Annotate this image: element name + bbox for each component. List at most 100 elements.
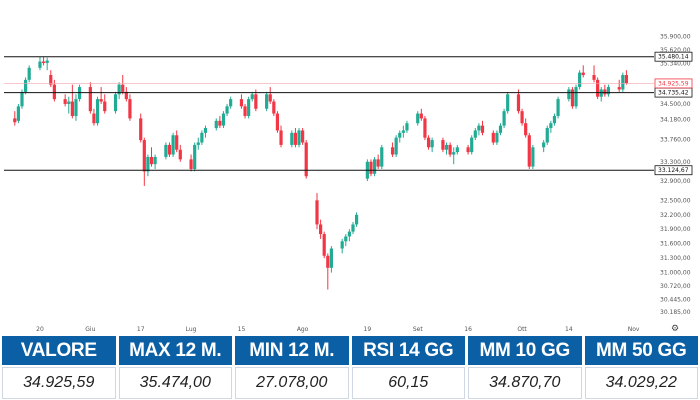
y-tick-label: 31.000,00 <box>660 270 691 277</box>
candle <box>444 142 449 155</box>
x-tick-label: 15 <box>238 326 246 333</box>
candle <box>322 231 326 259</box>
candle <box>95 96 100 126</box>
candle <box>250 91 254 102</box>
chart-settings-icon[interactable]: ⚙ <box>671 324 679 334</box>
candle <box>347 229 351 242</box>
candle <box>498 123 503 136</box>
candle <box>290 130 294 148</box>
stats-table: VALORE 34.925,59 MAX 12 M. 35.474,00 MIN… <box>2 336 698 399</box>
candle <box>495 130 499 145</box>
candle-body <box>113 94 118 112</box>
candle-body <box>49 75 53 85</box>
y-axis-ticks: 35.900,00 35.620,00 35.340,00 34.500,00 34.1… <box>660 33 691 315</box>
candle <box>405 120 409 133</box>
candle <box>340 238 344 254</box>
candle-body <box>142 140 146 172</box>
candle <box>247 96 251 119</box>
y-tick-label: 30.445,00 <box>660 296 691 303</box>
candle <box>419 108 423 121</box>
candle-body <box>524 123 528 136</box>
candle-body <box>171 135 175 155</box>
candle-body <box>297 130 301 145</box>
candle-body <box>99 99 103 102</box>
stat-header: MIN 12 M. <box>235 336 349 365</box>
candle-body <box>275 113 280 131</box>
candle-body <box>52 84 56 100</box>
candle <box>506 91 510 114</box>
candle <box>275 111 280 133</box>
x-tick-label: Ott <box>517 326 527 333</box>
candle-body <box>63 99 67 104</box>
candle <box>578 70 582 90</box>
candle-body <box>329 248 333 268</box>
stat-min-12m: MIN 12 M. 27.078,00 <box>235 336 349 399</box>
candle-body <box>574 87 578 107</box>
candle-body <box>326 255 330 268</box>
candle-body <box>193 144 197 169</box>
candle-body <box>498 125 503 133</box>
candle-body <box>128 99 132 119</box>
candle-body <box>250 94 254 100</box>
candle <box>74 94 78 121</box>
candle-body <box>473 130 477 138</box>
candle <box>390 142 395 157</box>
candle-body <box>301 130 305 143</box>
candle <box>329 246 333 273</box>
y-tick-label: 30.720,00 <box>660 283 691 290</box>
candle-body <box>74 99 78 116</box>
candle-body <box>203 128 208 133</box>
candle <box>45 57 49 71</box>
stat-valore: VALORE 34.925,59 <box>2 336 116 399</box>
candle <box>326 253 330 290</box>
candle <box>128 94 132 121</box>
candle-body <box>149 156 154 165</box>
candle-body <box>344 236 348 242</box>
candle-body <box>444 144 449 150</box>
candle <box>606 84 611 97</box>
candle-body <box>455 147 459 153</box>
candle <box>344 234 348 247</box>
candle-body <box>531 147 535 167</box>
candle <box>38 56 42 71</box>
candle-body <box>27 67 31 80</box>
candle-body <box>279 130 283 145</box>
candle <box>441 137 445 153</box>
candle <box>139 113 143 143</box>
candle-body <box>592 75 596 80</box>
candle <box>524 118 528 138</box>
candle <box>416 111 420 126</box>
candle <box>23 77 28 95</box>
candle-body <box>394 137 398 155</box>
candle <box>455 144 459 155</box>
stat-mm-50: MM 50 GG 34.029,22 <box>584 336 698 399</box>
candle-body <box>506 94 510 112</box>
candle-body <box>23 79 28 92</box>
candle <box>466 144 470 155</box>
candle <box>376 154 380 169</box>
candle-body <box>225 106 229 114</box>
candle <box>203 125 208 138</box>
candle <box>239 94 244 109</box>
candle-body <box>146 156 150 172</box>
candle <box>527 132 531 169</box>
y-tick-label: 35.340,00 <box>660 60 691 67</box>
candle <box>394 135 398 157</box>
candle <box>477 123 481 136</box>
candle <box>315 193 319 230</box>
candle-body <box>542 142 546 148</box>
candle <box>41 56 46 66</box>
candle-body <box>95 99 100 124</box>
y-tick-label: 32.200,00 <box>660 212 691 219</box>
stat-header: VALORE <box>2 336 116 365</box>
candle-body <box>164 144 168 157</box>
y-tick-label: 35.620,00 <box>660 47 691 54</box>
candle-body <box>430 140 434 148</box>
candle <box>124 87 128 102</box>
candle-body <box>416 113 420 124</box>
candle-body <box>502 111 506 126</box>
y-tick-label: 31.600,00 <box>660 241 691 248</box>
last-price-label: 34.925,59 <box>658 80 689 87</box>
candle <box>171 132 175 157</box>
x-axis-ticks: 20 Giu 17 Lug 15 Ago 19 Set 16 Ott 14 Nov <box>36 326 640 333</box>
